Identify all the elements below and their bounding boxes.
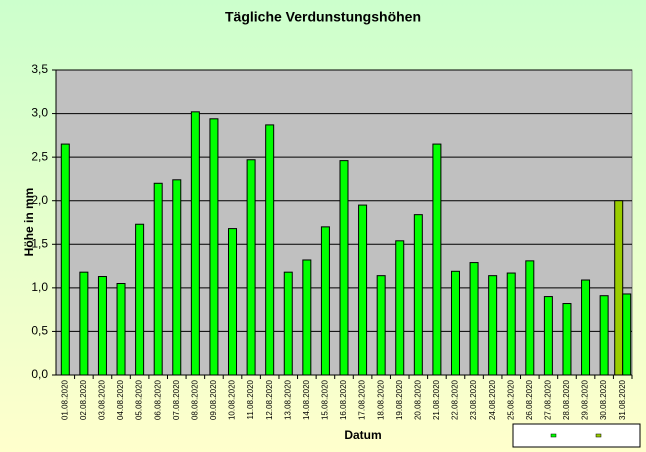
y-tick-label: 0,0 bbox=[31, 367, 48, 381]
x-tick-label: 14.08.2020 bbox=[302, 379, 311, 420]
bar bbox=[543, 296, 553, 376]
bar bbox=[320, 226, 330, 376]
x-tick-label: 11.08.2020 bbox=[246, 379, 255, 419]
bar bbox=[209, 118, 219, 376]
bar bbox=[395, 240, 405, 376]
x-tick-label: 03.08.2020 bbox=[98, 379, 107, 420]
x-tick-label: 27.08.2020 bbox=[543, 379, 552, 420]
bar bbox=[622, 293, 632, 376]
bar bbox=[562, 303, 572, 376]
x-tick-label: 16.08.2020 bbox=[339, 379, 348, 420]
bar bbox=[581, 279, 591, 376]
bar bbox=[376, 275, 386, 376]
bar bbox=[525, 260, 535, 376]
bar bbox=[135, 223, 145, 376]
y-tick-label: 1,5 bbox=[31, 236, 48, 250]
x-tick-label: 09.08.2020 bbox=[209, 379, 218, 420]
bar bbox=[413, 214, 423, 376]
x-tick-label: 01.08.2020 bbox=[60, 379, 69, 420]
bar bbox=[79, 271, 89, 376]
x-tick-label: 07.08.2020 bbox=[172, 379, 181, 420]
y-tick-label: 3,0 bbox=[31, 106, 48, 120]
y-tick-label: 2,5 bbox=[31, 149, 48, 163]
x-tick-label: 10.08.2020 bbox=[228, 379, 237, 420]
y-tick-label: 1,0 bbox=[31, 280, 48, 294]
y-axis-label: Höhe in mm bbox=[22, 188, 36, 257]
bar bbox=[190, 111, 200, 376]
x-tick-label: 18.08.2020 bbox=[376, 379, 385, 420]
legend bbox=[512, 423, 641, 448]
chart-title: Tägliche Verdunstungshöhen bbox=[225, 9, 421, 25]
x-tick-label: 05.08.2020 bbox=[135, 379, 144, 420]
x-tick-label: 31.08.2020 bbox=[618, 379, 627, 420]
bar bbox=[246, 159, 256, 376]
legend-marker bbox=[595, 433, 602, 438]
bar bbox=[469, 262, 479, 376]
bar bbox=[97, 276, 107, 376]
x-tick-label: 12.08.2020 bbox=[265, 379, 274, 420]
x-tick-label: 30.08.2020 bbox=[599, 379, 608, 420]
bar bbox=[302, 259, 312, 376]
x-tick-label: 28.08.2020 bbox=[562, 379, 571, 420]
x-tick-label: 13.08.2020 bbox=[283, 379, 292, 420]
y-tick-label: 0,5 bbox=[31, 324, 48, 338]
bar bbox=[116, 283, 126, 376]
legend-box bbox=[512, 423, 641, 448]
y-tick-label: 3,5 bbox=[31, 62, 48, 76]
x-tick-label: 29.08.2020 bbox=[581, 379, 590, 420]
bar bbox=[172, 179, 182, 376]
bar bbox=[153, 182, 163, 376]
bar bbox=[358, 204, 368, 376]
x-tick-label: 21.08.2020 bbox=[432, 379, 441, 420]
y-tick-label: 2,0 bbox=[31, 193, 48, 207]
x-tick-label: 04.08.2020 bbox=[116, 379, 125, 420]
bar bbox=[614, 200, 624, 376]
bar bbox=[450, 270, 460, 376]
x-tick-label: 06.08.2020 bbox=[153, 379, 162, 420]
x-tick-label: 23.08.2020 bbox=[469, 379, 478, 420]
legend-marker bbox=[550, 433, 557, 438]
x-tick-label: 02.08.2020 bbox=[79, 379, 88, 420]
x-tick-label: 25.08.2020 bbox=[506, 379, 515, 420]
bar bbox=[599, 295, 609, 376]
x-tick-label: 20.08.2020 bbox=[413, 379, 422, 420]
x-tick-label: 22.08.2020 bbox=[451, 379, 460, 420]
x-tick-label: 19.08.2020 bbox=[395, 379, 404, 420]
x-tick-label: 17.08.2020 bbox=[358, 379, 367, 420]
bar bbox=[488, 275, 498, 376]
bar bbox=[283, 271, 293, 376]
bar bbox=[432, 143, 442, 376]
x-tick-label: 26.08.2020 bbox=[525, 379, 534, 420]
x-tick-label: 15.08.2020 bbox=[321, 379, 330, 420]
x-axis-label: Datum bbox=[344, 428, 381, 442]
bar bbox=[228, 228, 238, 376]
bar bbox=[60, 143, 70, 376]
bar bbox=[506, 272, 516, 376]
x-tick-label: 24.08.2020 bbox=[488, 379, 497, 420]
bar bbox=[339, 160, 349, 376]
x-tick-label: 08.08.2020 bbox=[190, 379, 199, 420]
bar bbox=[265, 124, 275, 376]
